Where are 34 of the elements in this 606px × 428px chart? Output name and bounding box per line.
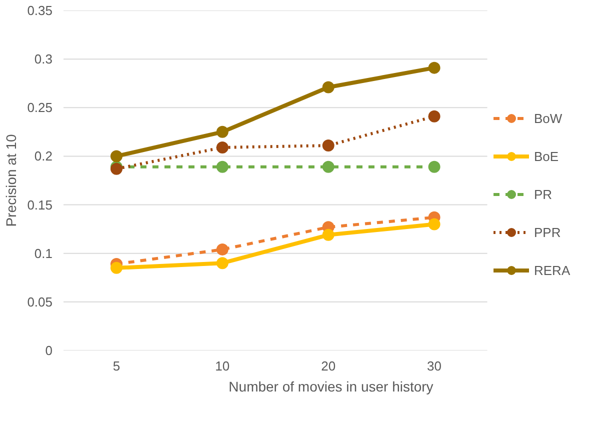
y-tick-label: 0.2 (34, 148, 53, 164)
point (428, 110, 440, 122)
y-tick-label: 0.1 (34, 246, 53, 261)
x-tick-label: 5 (112, 358, 120, 374)
legend-label: PR (534, 186, 554, 202)
y-tick-label: 0.15 (27, 197, 53, 212)
x-tick-label: 20 (321, 358, 336, 374)
legend-label: RERA (534, 262, 570, 278)
y-axis-title: Precision at 10 (3, 134, 20, 227)
point (216, 257, 228, 270)
y-tick-label: 0.35 (27, 3, 53, 18)
y-tick-label: 0.25 (27, 100, 53, 116)
y-tick-label: 0.05 (27, 294, 53, 310)
point (322, 81, 334, 94)
legend-label: BoW (534, 110, 562, 126)
point (110, 150, 122, 162)
point (428, 62, 440, 74)
point (110, 262, 122, 274)
x-tick-label: 30 (427, 358, 442, 374)
point (322, 160, 334, 173)
legend-label: PPR (534, 224, 561, 240)
point (216, 126, 228, 138)
y-tick-label: 0 (45, 343, 53, 358)
point (428, 160, 440, 173)
y-tick-label: 0.3 (34, 52, 53, 67)
point (216, 141, 228, 154)
point (216, 160, 228, 173)
point (428, 218, 440, 230)
point (216, 243, 228, 256)
x-tick-label: 10 (215, 358, 230, 374)
x-axis-title: Number of movies in user history (228, 378, 434, 394)
legend-label: BoE (534, 148, 559, 164)
point (322, 140, 334, 152)
point (322, 228, 334, 241)
